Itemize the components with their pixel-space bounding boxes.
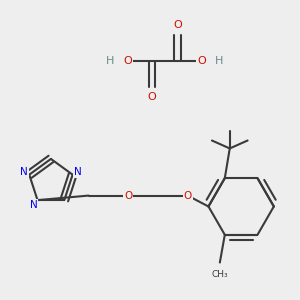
Text: O: O: [124, 190, 132, 201]
Text: O: O: [173, 20, 182, 30]
Text: O: O: [124, 56, 133, 66]
Text: N: N: [20, 167, 28, 177]
Text: N: N: [30, 200, 38, 210]
Text: H: H: [106, 56, 115, 66]
Text: N: N: [74, 167, 81, 177]
Text: CH₃: CH₃: [212, 270, 228, 279]
Text: H: H: [215, 56, 224, 66]
Text: O: O: [184, 190, 192, 201]
Text: O: O: [197, 56, 206, 66]
Text: O: O: [148, 92, 156, 101]
